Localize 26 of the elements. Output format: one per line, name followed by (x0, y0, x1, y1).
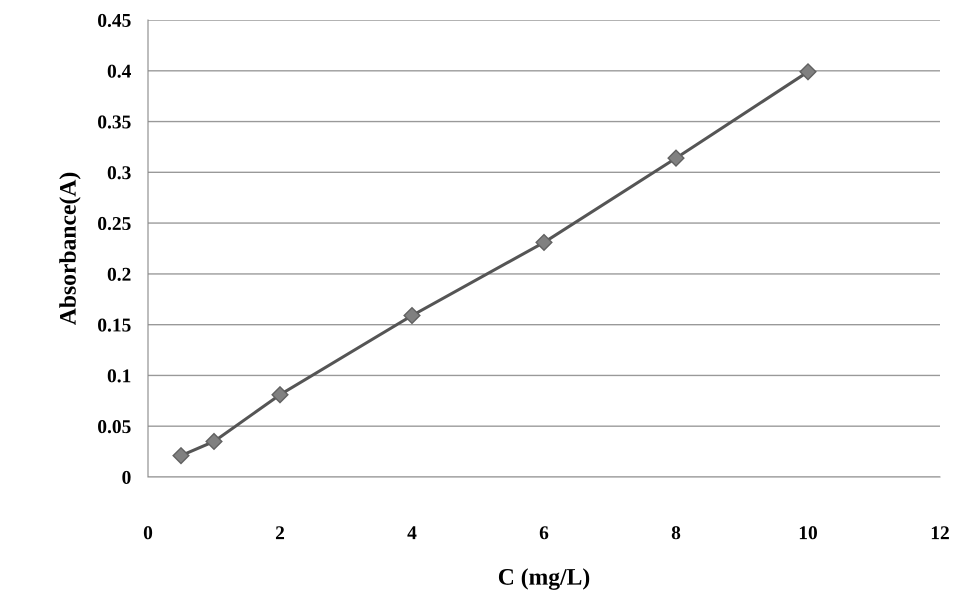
y-tick-label: 0.1 (108, 369, 130, 382)
point (172, 447, 190, 464)
point (535, 234, 553, 251)
point (667, 150, 685, 167)
y-axis-title: Absorbance(A) (59, 172, 81, 325)
x-tick-label: 4 (407, 526, 416, 540)
y-tick-label: 0.05 (98, 420, 131, 434)
x-axis-title: C (mg/L) (498, 568, 590, 590)
y-tick-label: 0.45 (98, 14, 131, 28)
y-tick-label: 0.4 (108, 64, 131, 78)
x-tick-label: 8 (672, 526, 680, 540)
y-tick-label: 0.2 (108, 268, 130, 281)
point (799, 63, 817, 80)
x-tick-label: 12 (932, 526, 949, 540)
point (205, 432, 223, 450)
x-tick-label: 6 (540, 526, 548, 540)
point (271, 386, 289, 404)
y-tick-label: 0.35 (98, 115, 131, 129)
y-tick-label: 0.25 (98, 216, 131, 230)
point (403, 306, 421, 324)
y-tick-label: 0 (122, 470, 131, 484)
x-tick-label: 10 (800, 526, 817, 540)
x-tick-label: 2 (276, 526, 284, 540)
y-tick-label: 0.3 (108, 166, 131, 180)
x-tick-label: 0 (144, 526, 152, 540)
y-tick-label: 0.15 (98, 318, 131, 332)
